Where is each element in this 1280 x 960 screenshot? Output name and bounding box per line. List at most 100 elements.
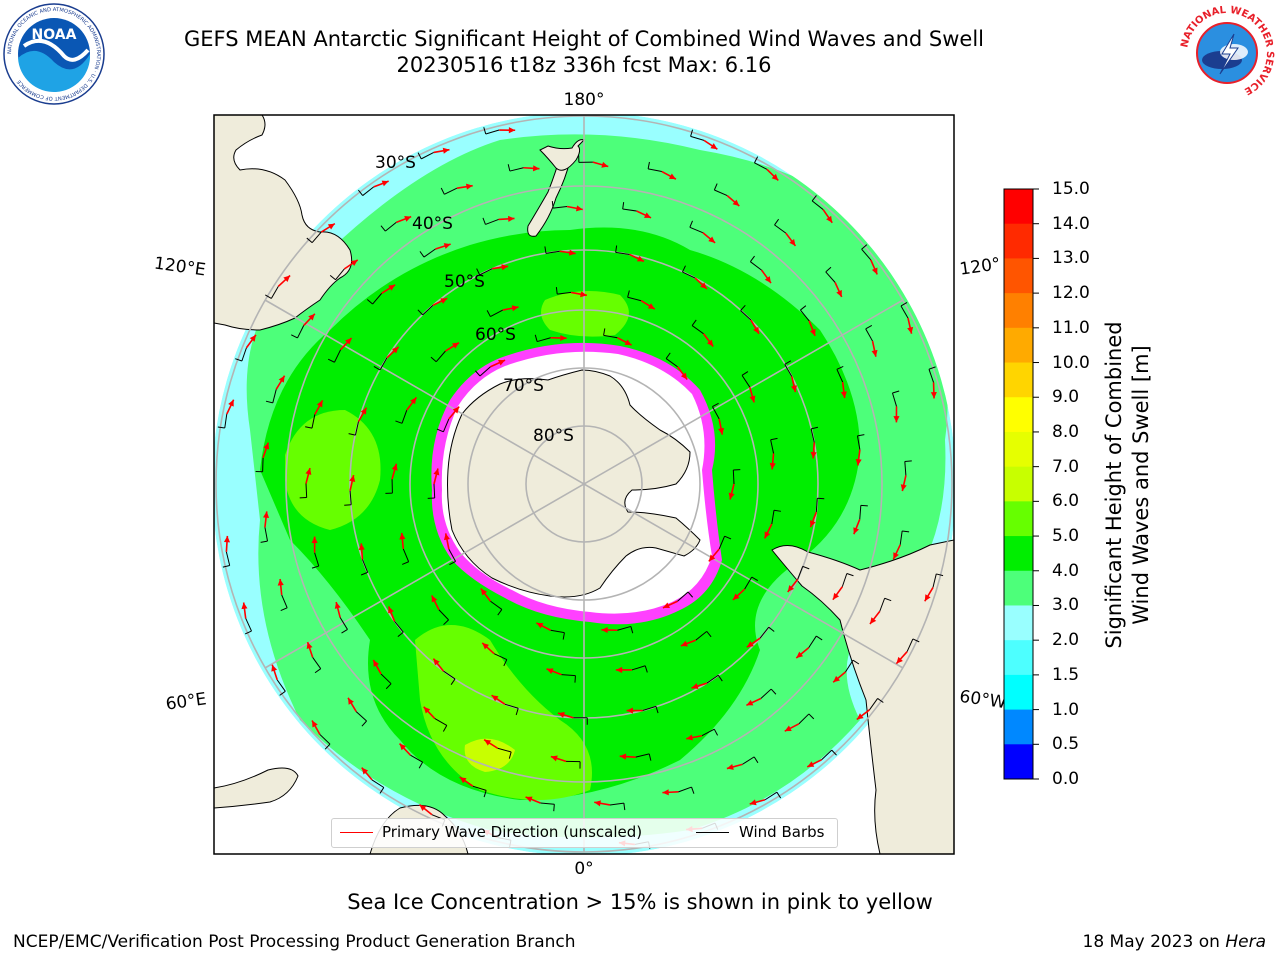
wind-barb-staff — [631, 665, 646, 671]
wind-barb-staff — [272, 389, 277, 404]
wind-barb-feather — [627, 290, 630, 298]
wave-arrow-head — [223, 535, 231, 543]
wind-barb-staff — [879, 598, 886, 612]
footer-date: 18 May 2023 on Hera — [1083, 932, 1267, 952]
lon-label-120e: 120°E — [153, 253, 207, 280]
lat-label-30s: 30°S — [375, 153, 416, 173]
wind-barb-staff — [811, 200, 824, 210]
wind-barbs-layer — [217, 127, 944, 849]
colorbar-segment — [1004, 223, 1033, 259]
wave-arrow-head — [826, 215, 833, 223]
wind-barb-staff — [609, 802, 624, 806]
wave-arrow-head — [771, 173, 779, 181]
lon-label-120w: 120° — [958, 254, 1001, 280]
wind-barb-feather — [877, 698, 884, 703]
wind-barb-staff — [891, 392, 897, 407]
wave-arrow-head — [732, 593, 740, 600]
wave-field-5-6m-west — [285, 410, 381, 530]
wind-barb-staff — [401, 409, 408, 424]
wind-barb-staff — [319, 734, 331, 745]
wave-arrow-head — [350, 259, 358, 267]
wind-barb-feather — [724, 535, 732, 540]
wind-barb-staff — [402, 548, 410, 562]
wind-barb-staff — [339, 617, 348, 630]
wave-arrow-head — [855, 458, 862, 466]
wave-arrow-head — [686, 734, 693, 741]
wind-barb-staff — [718, 535, 726, 550]
colorbar-segment — [1004, 189, 1033, 225]
colorbar-tick-label: 11.0 — [1052, 317, 1090, 338]
wave-arrow-head — [465, 183, 473, 190]
wind-barb-feather — [836, 365, 844, 370]
wind-barb-feather — [770, 437, 778, 441]
wind-barb-staff — [354, 421, 359, 436]
wind-barb-staff — [479, 366, 491, 377]
wind-barb-feather — [825, 266, 832, 273]
wind-barb-staff — [861, 248, 872, 261]
wind-barb-staff — [742, 756, 755, 765]
colorbar-tick-label: 0.5 — [1052, 734, 1080, 755]
wind-barb-staff — [741, 375, 751, 388]
wind-barb-feather — [503, 659, 508, 667]
wave-arrow-head — [388, 284, 396, 291]
wind-barb-staff — [617, 625, 631, 631]
colorbar-label-line2: Wind Waves and Swell [m] — [1129, 345, 1153, 625]
wave-arrow-head — [893, 416, 900, 423]
colorbar-tick-label: 13.0 — [1052, 248, 1090, 269]
wind-barb-staff — [764, 791, 778, 801]
wind-barb-staff — [557, 291, 572, 295]
wind-barb-staff — [276, 679, 286, 692]
wind-barb-feather — [497, 609, 503, 616]
wave-arrow-head — [480, 588, 488, 596]
wind-barb-feather — [436, 428, 444, 433]
wind-barb-staff — [932, 573, 937, 588]
wind-barb-staff — [714, 189, 728, 197]
wind-barb-staff — [362, 186, 374, 196]
wind-barb-feather — [865, 324, 873, 330]
wave-arrow-head — [308, 313, 315, 321]
wind-barb-staff — [493, 653, 508, 661]
wind-barb-staff — [798, 713, 810, 725]
wind-barb-staff — [225, 551, 231, 566]
wave-arrow-head — [708, 554, 716, 562]
wind-barb-staff — [760, 688, 772, 699]
wind-barb-staff — [808, 635, 817, 649]
wave-arrow-head — [900, 484, 907, 492]
wind-barb-staff — [784, 364, 793, 377]
wind-barb-feather — [380, 225, 386, 232]
colorbar-tick-label: 14.0 — [1052, 213, 1090, 234]
wind-barb-staff — [701, 728, 715, 737]
wind-barb-feather — [713, 183, 718, 191]
map-frame — [213, 114, 955, 855]
wind-barb-staff — [479, 268, 493, 276]
wind-barb-staff — [691, 325, 704, 335]
wave-arrow-head — [431, 595, 438, 603]
legend-swatch-barb — [696, 832, 729, 833]
wind-barb-feather — [770, 688, 777, 695]
lat-label-50s: 50°S — [444, 272, 485, 292]
wind-barb-staff — [856, 435, 861, 450]
wave-arrow-head — [784, 725, 792, 732]
colorbar-tick-label: 5.0 — [1052, 526, 1080, 547]
wind-barb-feather — [544, 246, 547, 254]
wind-barb-feather — [773, 509, 782, 512]
colorbar-tick-label: 7.0 — [1052, 456, 1080, 477]
wave-arrow-head — [810, 451, 817, 459]
wave-arrow-head — [361, 767, 369, 775]
colorbar-tick-label: 1.0 — [1052, 699, 1080, 720]
wind-barb-staff — [472, 785, 487, 791]
colorbar-segment — [1004, 293, 1033, 329]
wave-field-5-6m-south — [415, 625, 592, 800]
wind-barb-feather — [397, 631, 404, 638]
wind-barb-staff — [690, 135, 705, 141]
wave-arrow-head — [789, 239, 796, 246]
wind-barb-feather — [486, 310, 491, 317]
wind-barb-staff — [759, 626, 770, 639]
chart-subtitle: 20230516 t18z 336h fcst Max: 6.16 — [396, 53, 772, 77]
wind-barb-staff — [677, 591, 689, 602]
wave-arrow-head — [853, 527, 860, 535]
wave-arrow-head — [410, 397, 417, 405]
wind-barb-feather — [740, 304, 746, 311]
wave-arrow-head — [442, 147, 450, 154]
